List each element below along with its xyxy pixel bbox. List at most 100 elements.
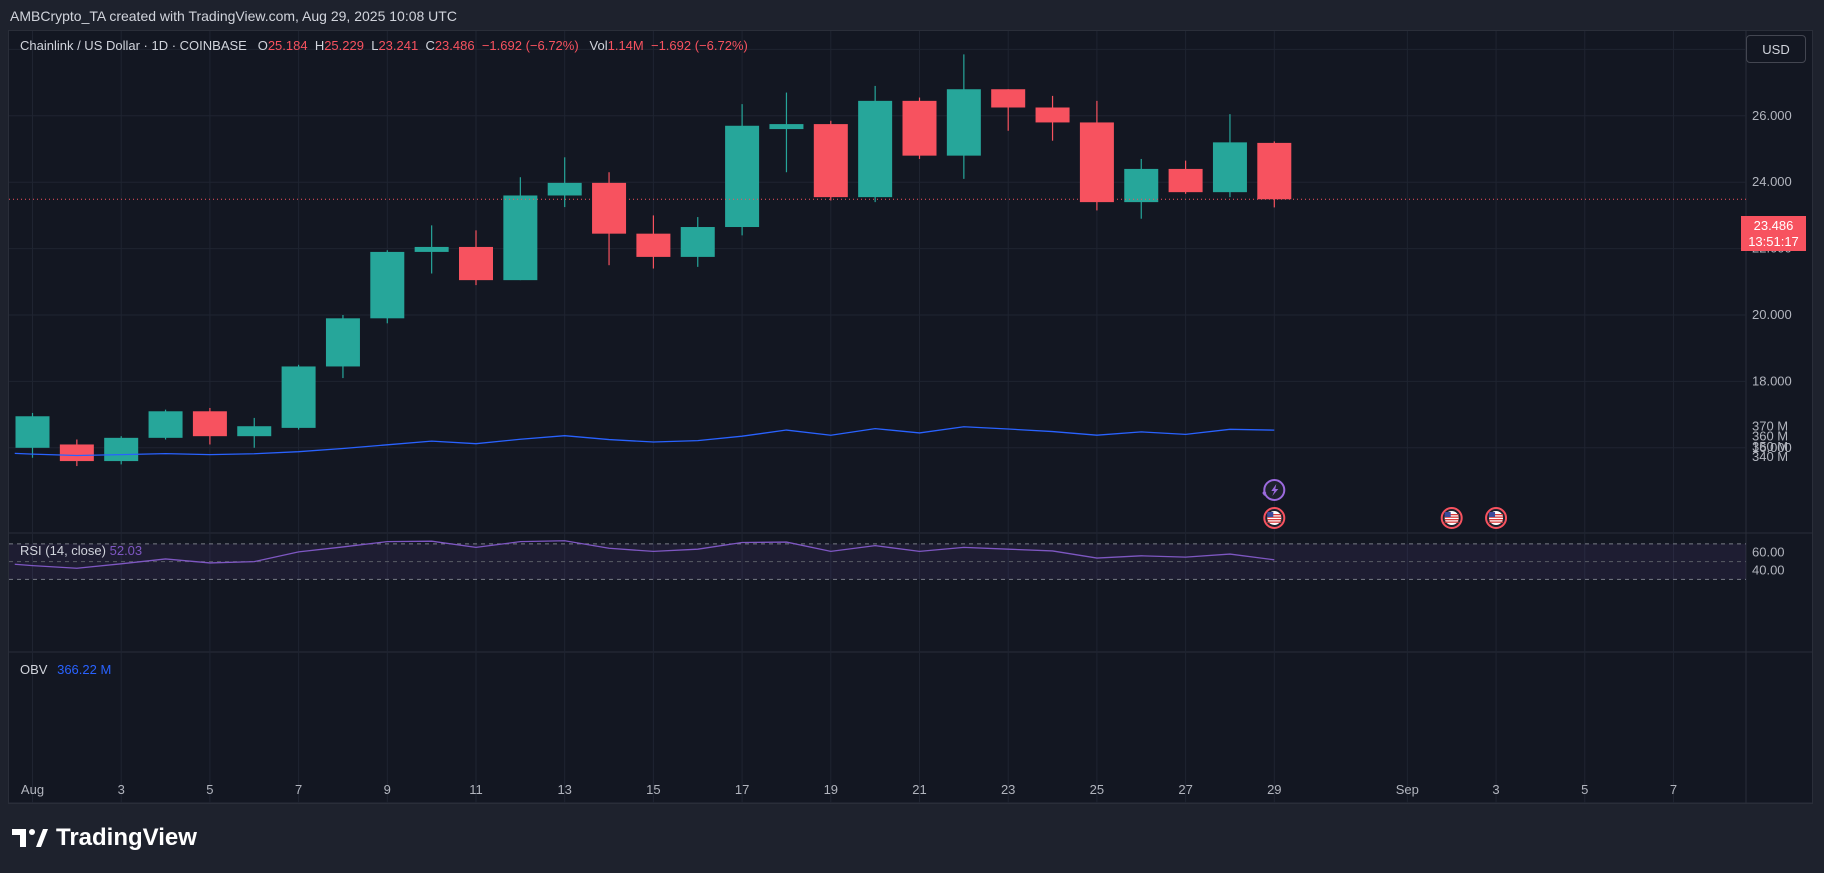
candle: [459, 230, 493, 286]
candle-body: [636, 233, 671, 257]
candle: [547, 157, 582, 208]
obv-tick-label: 350 M: [1752, 439, 1788, 454]
us-flag-icon: [1485, 507, 1508, 529]
candle-body: [325, 318, 360, 367]
candle-body: [15, 416, 50, 448]
candle-body: [237, 426, 272, 437]
x-tick-label: 19: [824, 782, 838, 797]
last-price-value: 23.486: [1753, 218, 1794, 233]
x-tick-label: 3: [1492, 782, 1499, 797]
volume-label: Vol: [589, 38, 608, 53]
candle-body: [769, 124, 804, 130]
price-tick-label: 24.000: [1752, 174, 1792, 189]
candle: [104, 436, 139, 465]
candle-body: [459, 246, 493, 281]
candle: [1257, 141, 1292, 208]
candle: [858, 85, 893, 203]
price-tick-label: 20.000: [1752, 307, 1792, 322]
candle: [281, 364, 316, 430]
rsi-layer: [14, 540, 1275, 569]
rsi-label[interactable]: RSI (14, close): [20, 543, 106, 558]
candle: [414, 225, 449, 274]
low-label: L: [371, 38, 379, 53]
x-tick-label: 21: [912, 782, 926, 797]
candle-body: [946, 89, 981, 156]
candle-body: [148, 411, 183, 438]
tradingview-logo[interactable]: TradingView: [12, 824, 197, 852]
x-tick-label: 11: [469, 782, 483, 797]
candle: [1035, 95, 1070, 141]
price-tick-label: 16.000: [1752, 440, 1792, 455]
candle: [946, 54, 981, 179]
candle: [370, 250, 405, 324]
x-tick-label: Sep: [1396, 782, 1419, 797]
candle: [725, 104, 760, 236]
candle-body: [1124, 168, 1159, 203]
x-tick-label: 5: [206, 782, 213, 797]
rsi-tick-label: 40.00: [1752, 562, 1785, 577]
price-tick-label: 18.000: [1752, 373, 1792, 388]
last-price-badge: 23.486 13:51:17: [1741, 216, 1806, 251]
candle-body: [1035, 107, 1070, 123]
volume-value: 1.14M: [607, 38, 644, 53]
open-label: O: [257, 38, 268, 53]
candle-body: [281, 366, 316, 428]
change-value: −1.692 (−6.72%): [481, 38, 579, 53]
rsi-band-fill: [9, 543, 1746, 580]
candle-body: [503, 195, 538, 281]
x-tick-label: 17: [735, 782, 749, 797]
candle-body: [592, 182, 627, 234]
candle-body: [104, 437, 139, 462]
x-tick-label: 5: [1581, 782, 1588, 797]
x-tick-label: 9: [384, 782, 391, 797]
candle-body: [991, 89, 1026, 108]
candle: [148, 409, 183, 440]
candle-body: [680, 227, 715, 257]
x-tick-label: 13: [557, 782, 571, 797]
obv-label[interactable]: OBV: [20, 662, 48, 677]
obv-legend[interactable]: OBV 366.22 M: [20, 662, 111, 677]
candle: [636, 215, 671, 269]
obv-value: 366.22 M: [57, 662, 112, 677]
candle-body: [902, 100, 937, 156]
candle: [325, 315, 360, 379]
close-value: 23.486: [434, 38, 475, 53]
events-layer: [1262, 479, 1508, 529]
volume-change: −1.692 (−6.72%): [650, 38, 748, 53]
candle: [1079, 100, 1114, 211]
x-tick-label: 27: [1178, 782, 1192, 797]
candle-body: [547, 182, 582, 196]
candle: [59, 439, 94, 467]
candle-body: [414, 246, 449, 252]
candle: [1124, 158, 1159, 219]
candle: [1212, 114, 1247, 198]
close-label: C: [425, 38, 435, 53]
candle-body: [725, 125, 760, 228]
candle-body: [1212, 142, 1247, 193]
candle-body: [1257, 142, 1292, 200]
rsi-value: 52.03: [109, 543, 143, 558]
obv-layer: [14, 426, 1275, 457]
x-tick-label: 3: [118, 782, 125, 797]
ai-flash-icon: [1262, 479, 1286, 501]
candle-body: [858, 100, 893, 198]
candle-body: [1079, 122, 1114, 203]
high-label: H: [314, 38, 325, 53]
x-tick-label: 7: [295, 782, 302, 797]
candle: [813, 120, 848, 201]
low-value: 23.241: [378, 38, 419, 53]
candle: [902, 97, 937, 159]
obv-tick-label: 360 M: [1752, 429, 1788, 444]
candle-body: [192, 411, 227, 437]
candle: [592, 172, 627, 266]
symbol-legend[interactable]: Chainlink / US Dollar · 1D · COINBASE O2…: [20, 38, 748, 53]
rsi-band: [9, 543, 1746, 580]
currency-button[interactable]: USD: [1746, 35, 1806, 63]
candle-body: [1168, 168, 1203, 193]
open-value: 25.184: [267, 38, 308, 53]
symbol-name[interactable]: Chainlink / US Dollar · 1D · COINBASE: [20, 38, 247, 53]
candle-body: [813, 124, 848, 198]
candle-body: [370, 251, 405, 319]
rsi-legend[interactable]: RSI (14, close) 52.03: [20, 543, 142, 558]
